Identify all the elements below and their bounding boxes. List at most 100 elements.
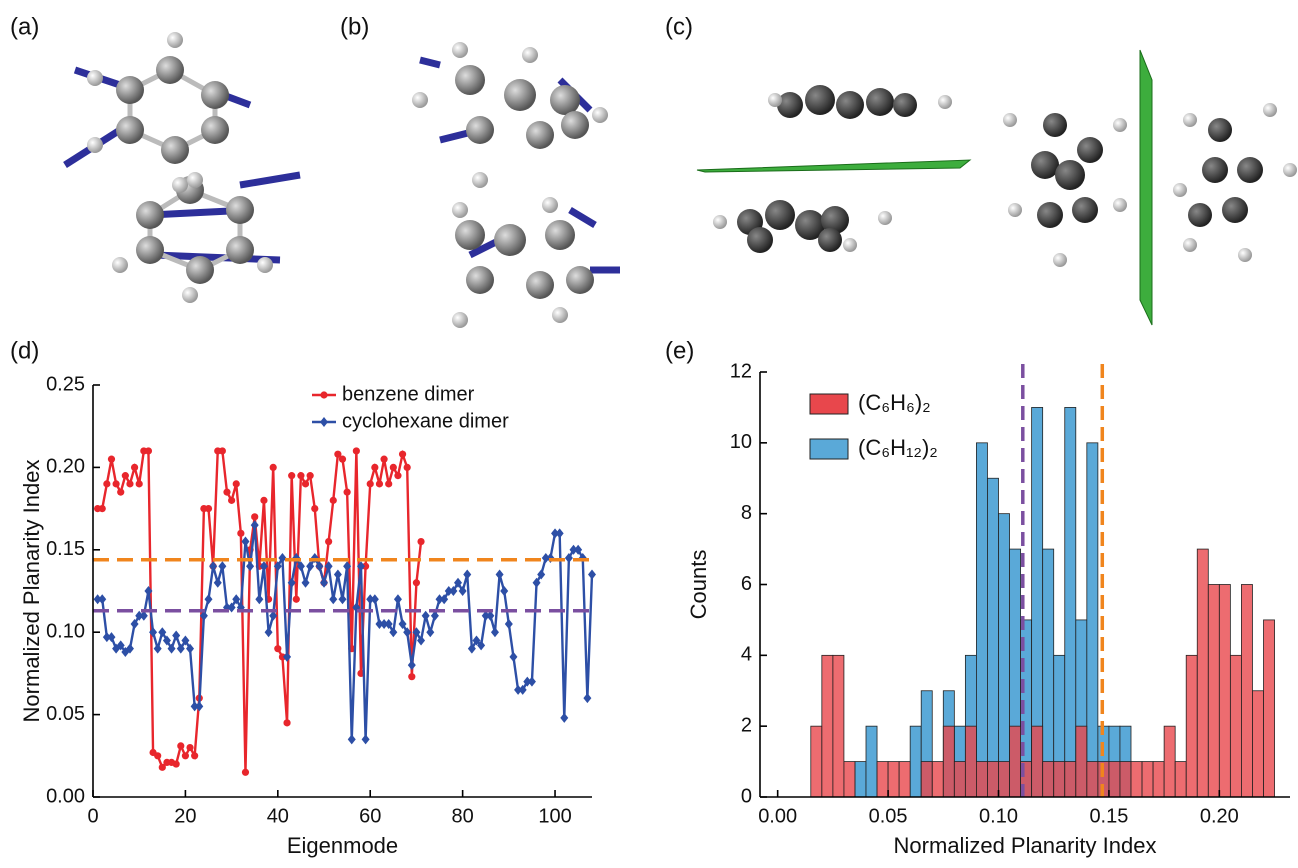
marker [376,480,383,487]
panel-label: (d) [10,337,39,364]
bar [1109,762,1120,797]
bar [1252,691,1263,797]
marker [307,472,314,479]
marker [302,480,309,487]
marker [173,760,180,767]
bar [822,655,833,797]
legend-swatch [810,439,848,459]
marker [588,570,596,580]
bar [965,726,976,797]
bar [910,726,921,797]
marker [233,480,240,487]
bar [976,762,987,797]
bar [1065,762,1076,797]
marker [242,769,249,776]
marker [113,480,120,487]
marker [394,594,402,604]
marker [362,734,370,744]
x-tick-label: 100 [538,805,571,827]
bar [855,762,866,797]
marker [103,480,110,487]
bar [1164,726,1175,797]
marker [270,464,277,471]
bar [1087,762,1098,797]
marker [122,472,129,479]
marker [237,530,244,537]
y-tick-label: 0.25 [46,373,85,395]
marker [126,480,133,487]
panel-label: (c) [665,13,693,40]
bar [866,726,877,797]
marker [107,632,115,642]
bar [999,762,1010,797]
marker [422,611,430,621]
bar [987,478,998,797]
x-tick-label: 0.10 [979,805,1018,827]
bar [811,726,822,797]
marker [297,472,304,479]
marker [99,505,106,512]
molecule-c [697,50,1297,325]
molecule-b [412,42,620,328]
marker [98,594,106,604]
figure: (a) (b) (c) (d) (e) 0.000.050.100.150.20… [0,0,1298,868]
legend-marker [320,417,328,427]
bar [1010,726,1021,797]
marker [500,586,508,596]
marker [108,456,115,463]
x-tick-label: 0.15 [1089,805,1128,827]
bar [1131,762,1142,797]
y-tick-label: 0.10 [46,620,85,642]
marker [320,578,328,588]
y-tick-label: 8 [741,502,752,524]
marker [219,447,226,454]
bar [976,443,987,797]
marker [385,480,392,487]
y-tick-label: 0 [741,785,752,807]
legend-label: benzene dimer [342,383,475,405]
marker [214,578,222,588]
marker [417,538,424,545]
bar [987,762,998,797]
marker [293,596,300,603]
marker [371,594,379,604]
marker [339,594,347,604]
bar [954,762,965,797]
marker [325,538,332,545]
marker [404,464,411,471]
marker [329,594,337,604]
y-tick-label: 0.00 [46,785,85,807]
marker [371,464,378,471]
marker [509,652,517,662]
bar [1043,549,1054,797]
marker [145,447,152,454]
y-tick-label: 0.20 [46,456,85,478]
bar [1197,549,1208,797]
bar [844,762,855,797]
x-tick-label: 0.05 [869,805,908,827]
bar [877,762,888,797]
bar [1208,585,1219,798]
marker [182,752,189,759]
marker [334,570,342,580]
x-tick-label: 0.20 [1200,805,1239,827]
x-tick-label: 60 [359,805,381,827]
bar [1120,762,1131,797]
marker [117,489,124,496]
bar [1219,585,1230,798]
panel-label: (e) [665,337,694,364]
marker [136,480,143,487]
marker [246,561,254,571]
marker [380,456,387,463]
legend-swatch [810,394,848,414]
marker [394,472,401,479]
marker [177,742,184,749]
marker [265,627,273,637]
marker [408,673,415,680]
bar [1142,762,1153,797]
marker [195,701,203,711]
marker [241,537,249,547]
marker [399,451,406,458]
marker [255,594,263,604]
marker [283,652,291,662]
